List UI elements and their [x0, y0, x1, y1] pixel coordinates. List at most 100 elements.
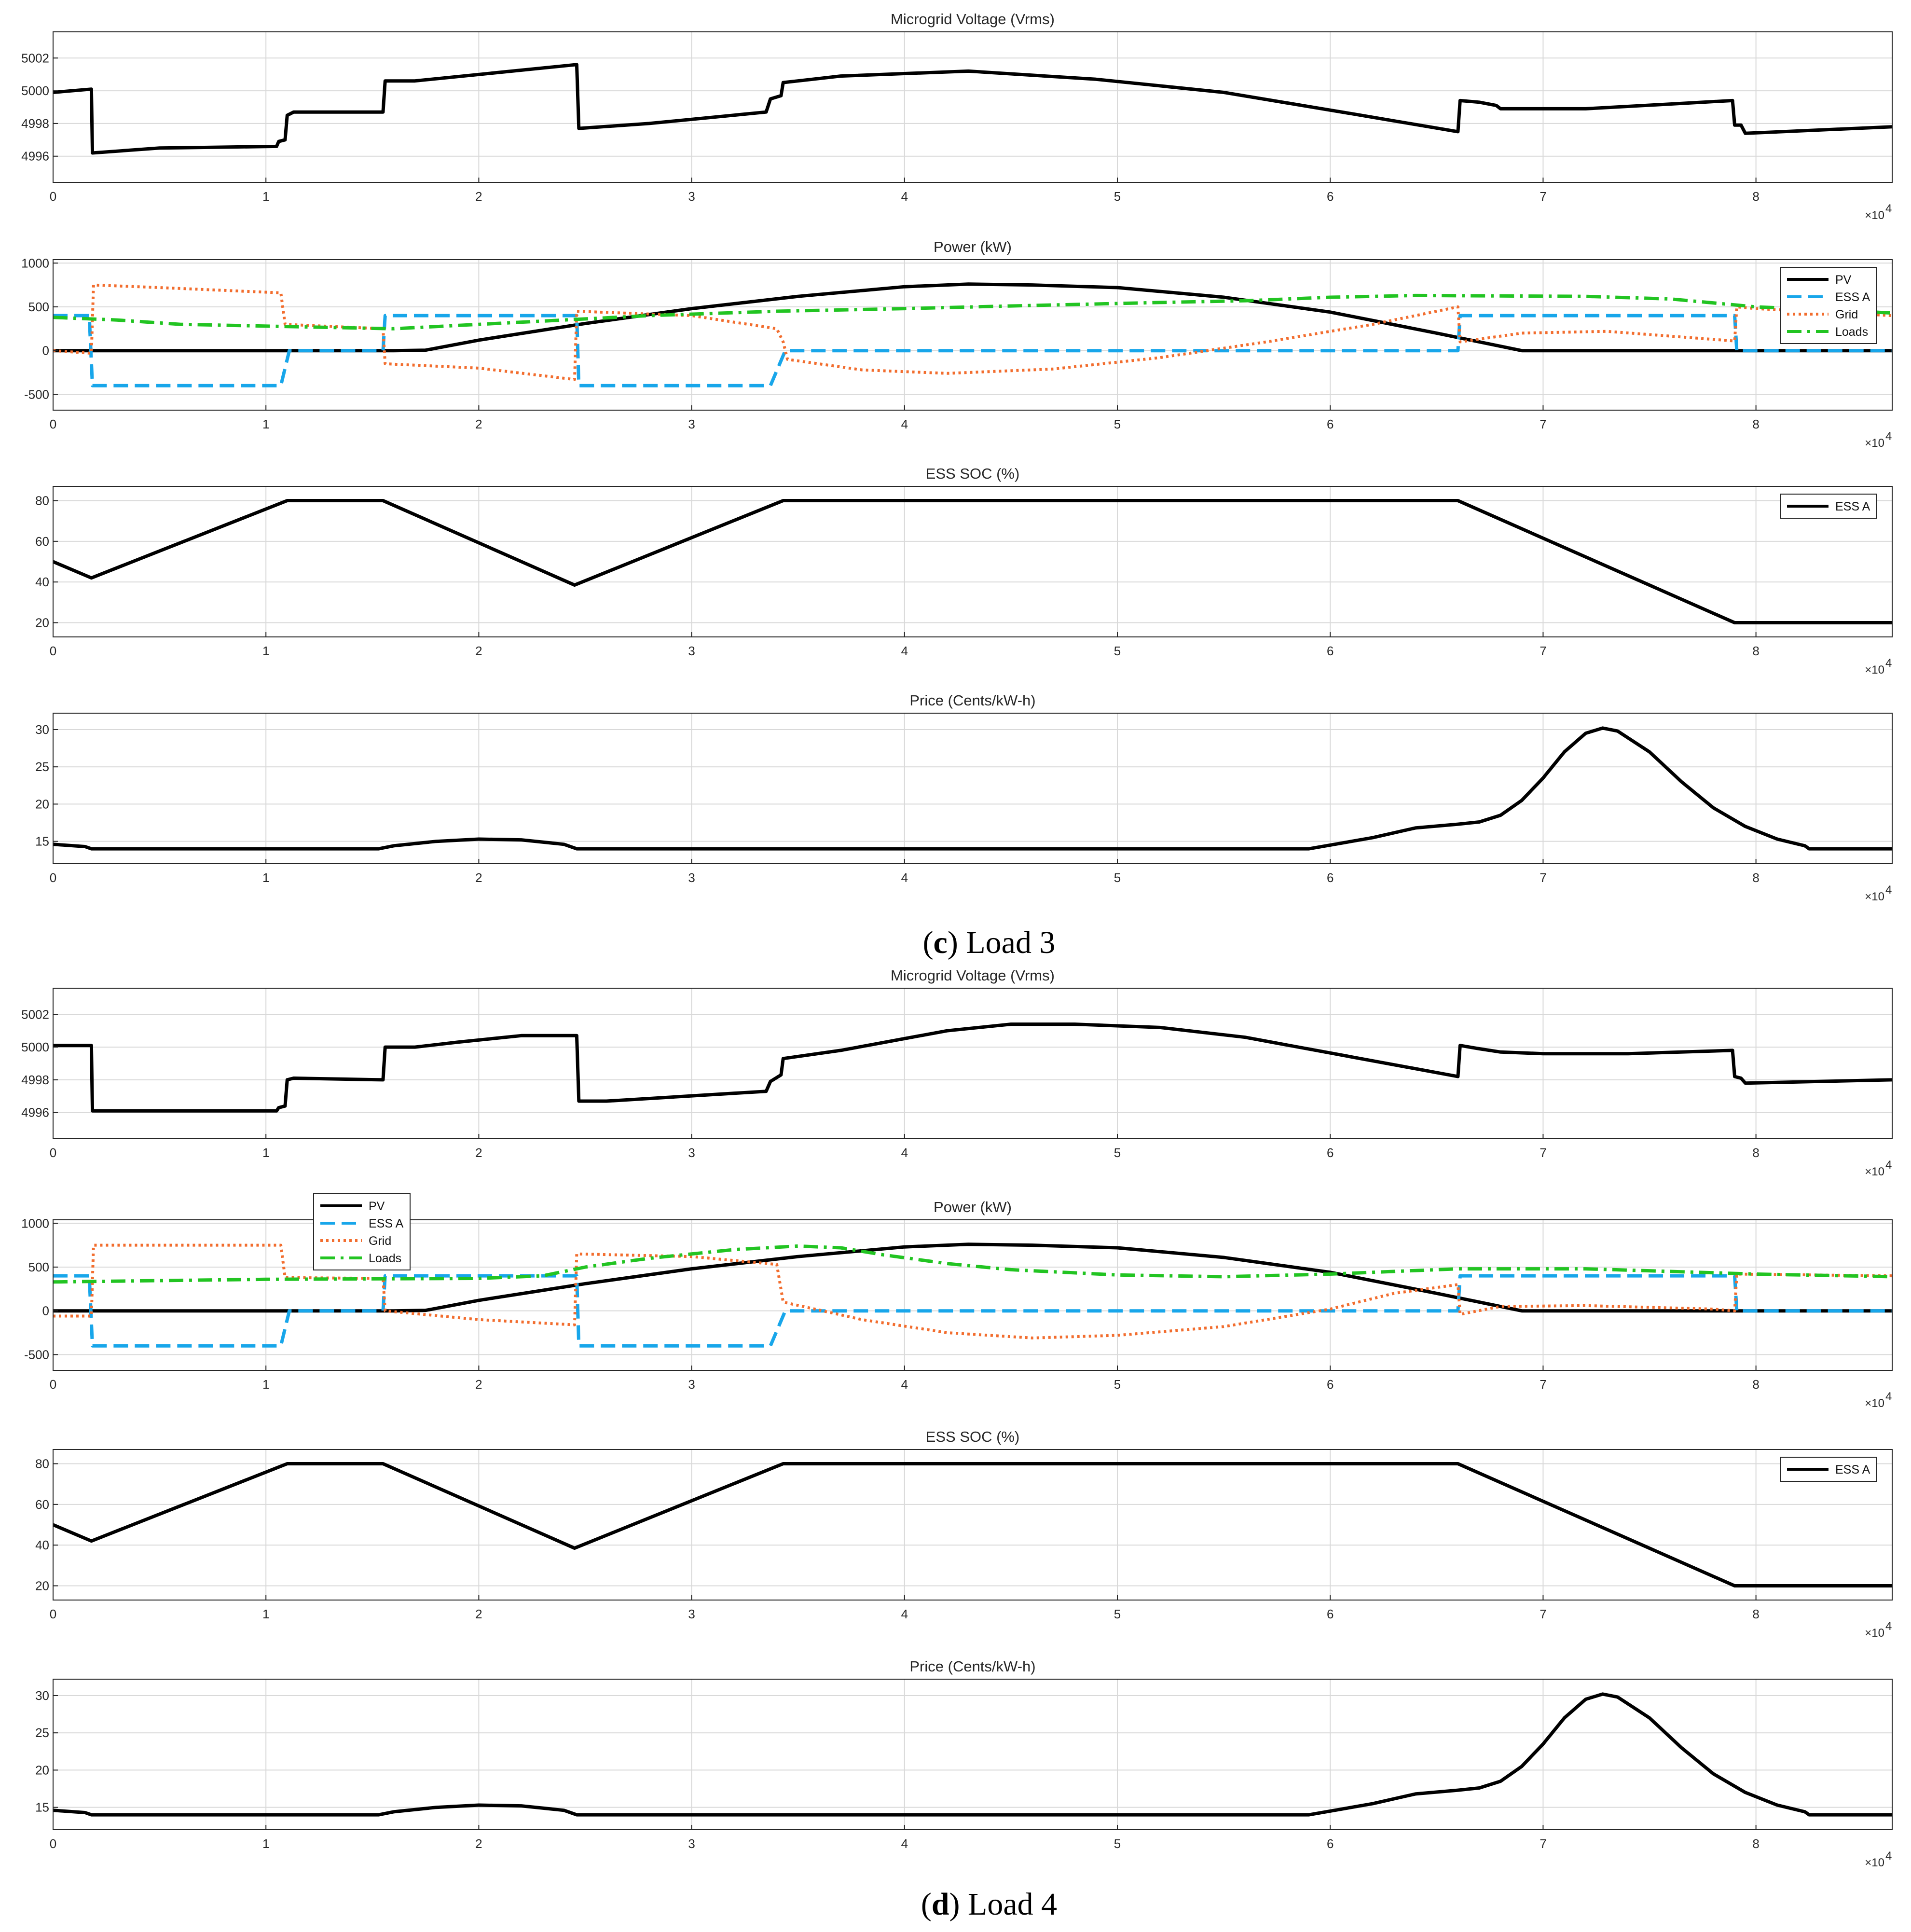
x-tick-label: 6	[1327, 1377, 1334, 1392]
x-tick-label: 2	[475, 1607, 482, 1621]
y-tick-label: 25	[35, 759, 49, 774]
x-tick-label: 6	[1327, 1836, 1334, 1851]
x-tick-label: 8	[1752, 189, 1759, 204]
x-multiplier: ×10	[1865, 1165, 1884, 1178]
y-tick-label: 25	[35, 1725, 49, 1740]
y-tick-label: 5002	[21, 51, 49, 65]
x-tick-label: 0	[50, 1836, 56, 1851]
x-tick-label: 7	[1540, 644, 1546, 658]
x-multiplier: ×10	[1865, 890, 1884, 903]
y-tick-label: 5000	[21, 83, 49, 98]
x-tick-label: 8	[1752, 644, 1759, 658]
x-tick-label: 2	[475, 1377, 482, 1392]
legend-label: ESS A	[1835, 500, 1870, 513]
x-tick-label: 7	[1540, 870, 1546, 885]
legend-label: Loads	[1835, 325, 1868, 339]
x-tick-label: 2	[475, 644, 482, 658]
x-tick-label: 8	[1752, 1836, 1759, 1851]
x-tick-label: 1	[262, 1836, 269, 1851]
y-tick-label: -500	[24, 1347, 49, 1362]
legend: PV ESS A Grid Loads	[313, 1193, 411, 1270]
x-tick-label: 3	[688, 189, 695, 204]
legend-label: PV	[369, 1200, 385, 1213]
axes-box	[53, 31, 1893, 183]
caption-load-3: (c) Load 3	[923, 925, 1056, 960]
x-tick-label: 3	[688, 870, 695, 885]
series-line-price	[53, 1692, 1892, 1817]
x-tick-label: 4	[901, 417, 908, 431]
series-group	[53, 63, 1892, 155]
x-tick-label: 8	[1752, 1145, 1759, 1160]
y-tick-label: 60	[35, 534, 49, 549]
y-tick-label: 40	[35, 1538, 49, 1552]
y-tick-label: 15	[35, 1800, 49, 1815]
y-tick-label: 20	[35, 1763, 49, 1777]
series-group	[53, 1462, 1892, 1587]
chart-title: ESS SOC (%)	[926, 1428, 1020, 1445]
x-tick-label: 1	[262, 1377, 269, 1392]
chart-panel-d1: 0 1 2 3 4 5 6 7 8 4996 4998 5000 5002 Microgrid Volta…	[21, 967, 1893, 1178]
x-tick-label: 5	[1114, 1607, 1121, 1621]
x-multiplier: ×10	[1865, 663, 1884, 676]
axes-box	[53, 1219, 1893, 1371]
axes-box	[53, 1449, 1893, 1601]
legend-label: ESS A	[1835, 290, 1870, 304]
x-multiplier: ×10	[1865, 209, 1884, 222]
x-multiplier: ×10	[1865, 437, 1884, 450]
series-line-ess-a	[53, 499, 1892, 624]
x-tick-label: 3	[688, 417, 695, 431]
x-tick-label: 2	[475, 189, 482, 204]
y-tick-label: 80	[35, 1457, 49, 1471]
x-tick-label: 3	[688, 1836, 695, 1851]
y-tick-label: 20	[35, 1578, 49, 1593]
x-tick-label: 5	[1114, 1836, 1121, 1851]
series-line-voltage	[53, 63, 1892, 155]
x-tick-label: 4	[901, 189, 908, 204]
legend: ESS A	[1780, 1457, 1877, 1482]
chart-panel-c1: 0 1 2 3 4 5 6 7 8 4996 4998 5000 5002 Microgrid Volta…	[21, 11, 1893, 222]
x-tick-label: 6	[1327, 189, 1334, 204]
y-tick-label: -500	[24, 387, 49, 401]
series-line-loads	[53, 1244, 1892, 1284]
y-tick-label: 4996	[21, 149, 49, 164]
y-tick-label: 500	[28, 1260, 49, 1274]
legend: ESS A	[1780, 494, 1877, 519]
x-tick-label: 4	[901, 1607, 908, 1621]
x-tick-label: 4	[901, 870, 908, 885]
x-multiplier-exponent: 4	[1885, 657, 1892, 670]
series-line-loads	[53, 293, 1892, 331]
x-multiplier-exponent: 4	[1885, 1390, 1892, 1403]
series-group	[53, 726, 1892, 851]
y-tick-label: 1000	[21, 1216, 49, 1230]
legend-label: Grid	[1835, 308, 1858, 321]
y-tick-label: 30	[35, 1688, 49, 1703]
series-line-ess-a	[53, 1274, 1892, 1348]
x-tick-label: 1	[262, 1145, 269, 1160]
series-line-voltage	[53, 1022, 1892, 1113]
x-tick-label: 6	[1327, 417, 1334, 431]
series-line-price	[53, 726, 1892, 851]
x-tick-label: 2	[475, 1145, 482, 1160]
series-group	[53, 282, 1892, 387]
y-tick-label: 40	[35, 575, 49, 589]
y-tick-label: 0	[42, 1304, 49, 1318]
x-multiplier: ×10	[1865, 1627, 1884, 1640]
chart-title: Power (kW)	[934, 238, 1012, 255]
legend-label: Grid	[369, 1234, 391, 1248]
x-tick-label: 5	[1114, 644, 1121, 658]
y-tick-label: 30	[35, 722, 49, 737]
x-tick-label: 3	[688, 1145, 695, 1160]
x-tick-label: 3	[688, 1377, 695, 1392]
x-tick-label: 2	[475, 870, 482, 885]
x-tick-label: 2	[475, 417, 482, 431]
y-tick-label: 4996	[21, 1105, 49, 1120]
x-tick-label: 8	[1752, 1377, 1759, 1392]
caption-load-4: (d) Load 4	[921, 1887, 1057, 1922]
x-tick-label: 0	[50, 1145, 56, 1160]
x-multiplier-exponent: 4	[1885, 883, 1892, 897]
